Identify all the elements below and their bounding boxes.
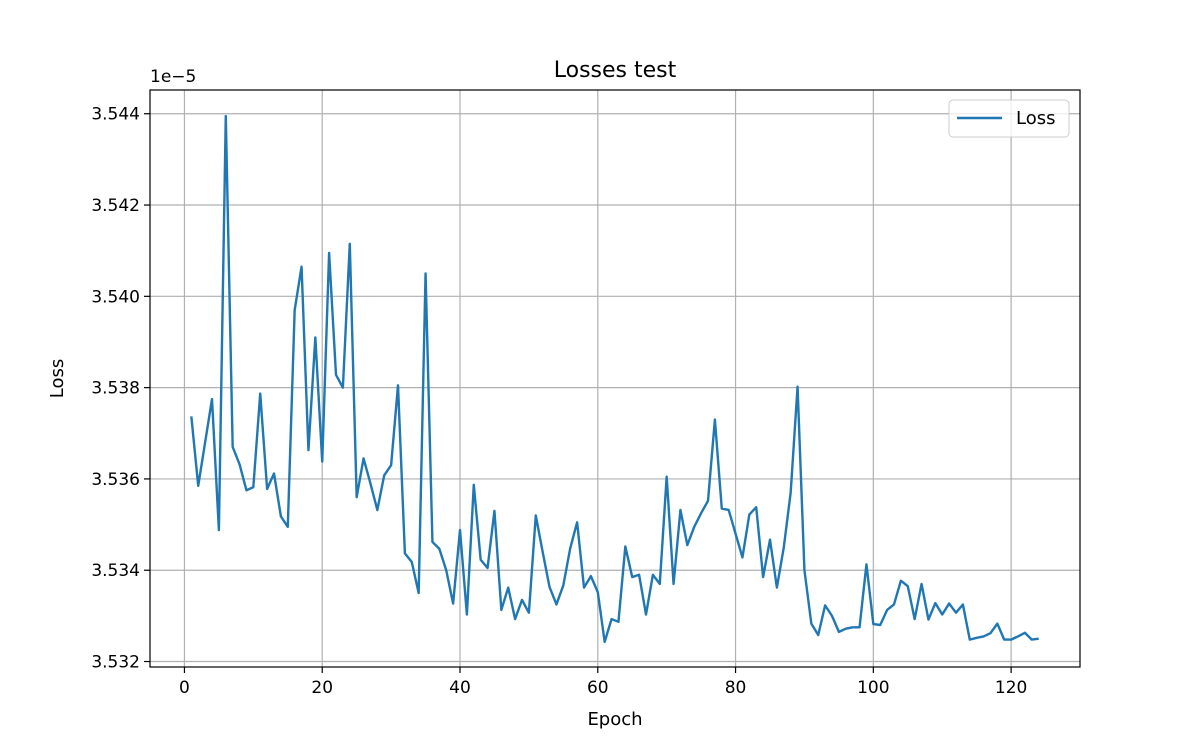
x-axis-label: Epoch — [587, 709, 642, 730]
legend-label-loss: Loss — [1016, 108, 1055, 129]
x-tick-label: 0 — [179, 678, 190, 698]
x-tick-label: 20 — [311, 678, 333, 698]
legend-box — [948, 99, 1070, 138]
legend: Loss — [948, 99, 1070, 138]
y-tick-label: 3.536 — [91, 470, 140, 490]
y-tick-label: 3.540 — [91, 287, 140, 307]
x-tick-label: 80 — [725, 678, 747, 698]
x-tick-label: 60 — [587, 678, 609, 698]
y-tick-label: 3.544 — [91, 105, 140, 125]
y-tick-label: 3.532 — [91, 653, 140, 673]
grid — [150, 90, 1080, 667]
series-line-loss — [190, 114, 1039, 644]
y-tick-label: 3.534 — [91, 561, 140, 581]
x-tick-label: 40 — [449, 678, 471, 698]
plot-frame — [149, 89, 1081, 668]
series-group — [190, 114, 1039, 644]
y-axis: 3.532 3.534 3.536 3.538 3.540 3.542 3.544 — [91, 105, 150, 673]
y-offset-label: 1e−5 — [150, 67, 196, 87]
x-axis: 0 20 40 60 80 100 120 — [179, 667, 1027, 698]
y-axis-label: Loss — [47, 359, 68, 398]
y-tick-label: 3.538 — [91, 379, 140, 399]
x-tick-label: 120 — [995, 678, 1027, 698]
y-tick-label: 3.542 — [91, 196, 140, 216]
x-tick-label: 100 — [857, 678, 889, 698]
chart-title: Losses test — [554, 58, 677, 83]
